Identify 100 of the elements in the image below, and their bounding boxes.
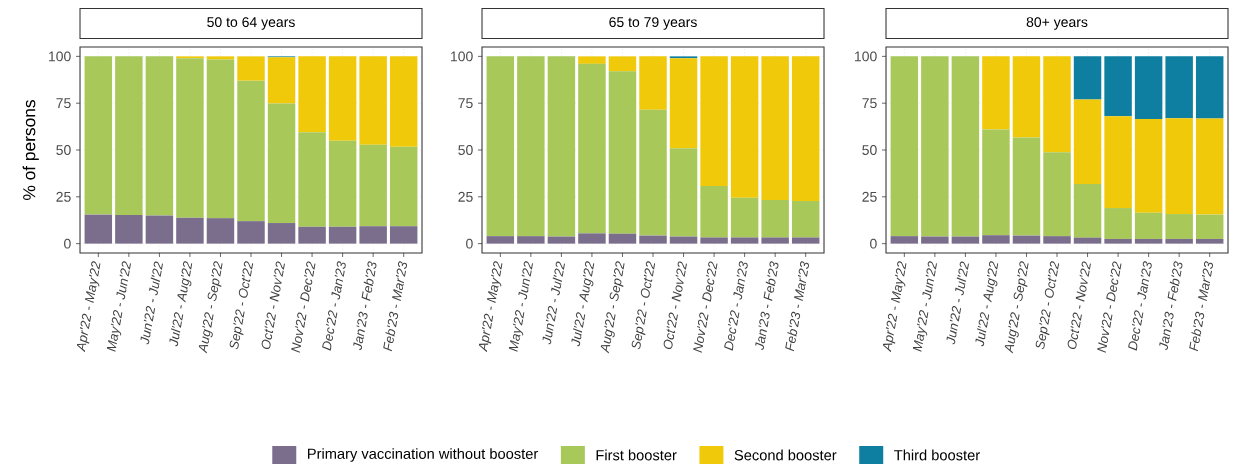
bar bbox=[486, 236, 515, 244]
x-tick-label: Apr'22 - May'22 bbox=[478, 261, 503, 353]
bar bbox=[608, 233, 637, 244]
bar bbox=[1195, 214, 1224, 239]
bar bbox=[359, 226, 387, 244]
bar bbox=[1165, 238, 1193, 244]
x-tick-label: Oct'22 - Nov'22 bbox=[1067, 261, 1091, 350]
legend-label: Third booster bbox=[894, 449, 980, 461]
bar bbox=[890, 236, 919, 244]
bar bbox=[1134, 56, 1163, 120]
x-tick-label: Nov'22 - Dec'22 bbox=[291, 261, 316, 353]
y-tick-label: 0 bbox=[64, 238, 71, 249]
x-tick-label: May'22 - Jun'22 bbox=[912, 261, 937, 352]
bar bbox=[237, 80, 265, 222]
bar bbox=[1104, 116, 1132, 209]
chart-title: 80+ years bbox=[1026, 17, 1088, 30]
x-tick-label: Feb'23 - Mar'23 bbox=[383, 261, 407, 352]
legend-label: Primary vaccination without booster bbox=[308, 448, 539, 462]
bar bbox=[1012, 56, 1041, 138]
bar bbox=[176, 217, 204, 244]
bar bbox=[84, 214, 113, 244]
bar bbox=[1165, 118, 1193, 215]
bar bbox=[791, 56, 820, 202]
y-tick-label: 100 bbox=[451, 51, 473, 62]
bar bbox=[1165, 56, 1193, 119]
bar bbox=[1012, 137, 1041, 236]
bar bbox=[1195, 238, 1224, 244]
bar bbox=[578, 63, 606, 234]
bar bbox=[982, 129, 1010, 236]
legend-label: First booster bbox=[596, 449, 677, 461]
bar bbox=[700, 56, 728, 186]
bar bbox=[176, 58, 204, 218]
bar bbox=[921, 56, 949, 237]
bar bbox=[578, 56, 606, 64]
x-tick-label: May'22 - Jun'22 bbox=[508, 261, 533, 352]
bar bbox=[791, 237, 820, 244]
bar bbox=[890, 56, 919, 237]
bar bbox=[237, 221, 265, 244]
bar bbox=[951, 56, 980, 237]
y-tick-label: 50 bbox=[56, 145, 71, 155]
bar bbox=[700, 185, 728, 238]
bar bbox=[359, 56, 387, 145]
y-tick-label: 100 bbox=[855, 51, 877, 62]
bar bbox=[1073, 237, 1102, 244]
bar bbox=[982, 235, 1010, 244]
bar bbox=[517, 236, 545, 244]
bar bbox=[145, 56, 174, 216]
chart-title: 50 to 64 years bbox=[207, 17, 295, 30]
bar bbox=[608, 71, 637, 234]
bar bbox=[328, 226, 357, 244]
x-tick-label: Jun'22 - Jul'22 bbox=[140, 261, 163, 345]
bar bbox=[639, 56, 667, 110]
bar bbox=[298, 56, 326, 133]
x-tick-label: Oct'22 - Nov'22 bbox=[261, 261, 285, 350]
bar bbox=[115, 214, 143, 244]
x-tick-label: Jul'22 - Aug'22 bbox=[975, 261, 999, 347]
y-tick-label: 25 bbox=[56, 191, 71, 202]
bar bbox=[761, 56, 789, 200]
bar bbox=[389, 146, 418, 227]
x-tick-label: Feb'23 - Mar'23 bbox=[785, 261, 809, 352]
bar bbox=[206, 218, 235, 244]
y-tick-label: 50 bbox=[458, 145, 473, 155]
bar bbox=[1012, 235, 1041, 244]
x-tick-label: Jun'22 - Jul'22 bbox=[542, 261, 565, 345]
x-tick-label: Aug'22 - Sep'22 bbox=[600, 261, 625, 354]
bar bbox=[115, 56, 143, 215]
bar bbox=[1134, 119, 1163, 213]
y-tick-label: 75 bbox=[862, 98, 877, 109]
x-tick-label: Jul'22 - Aug'22 bbox=[169, 261, 193, 347]
y-tick-label: 25 bbox=[458, 191, 473, 202]
bar bbox=[669, 236, 698, 244]
bar bbox=[237, 56, 265, 81]
bar bbox=[1195, 56, 1224, 119]
x-tick-label: Sep'22 - Oct'22 bbox=[229, 261, 254, 350]
y-tick-label: 75 bbox=[458, 98, 473, 109]
bar bbox=[578, 233, 606, 244]
legend-label: Second booster bbox=[734, 449, 837, 461]
x-tick-label: Jan'23 - Feb'23 bbox=[1159, 261, 1183, 351]
bar bbox=[730, 197, 759, 238]
bar bbox=[1134, 212, 1163, 239]
x-tick-label: Apr'22 - May'22 bbox=[76, 261, 101, 353]
bar bbox=[730, 56, 759, 198]
x-tick-label: Aug'22 - Sep'22 bbox=[1004, 261, 1029, 354]
y-tick-label: 0 bbox=[466, 238, 473, 249]
bar bbox=[1134, 238, 1163, 244]
bar bbox=[298, 132, 326, 227]
x-tick-label: Jan'23 - Feb'23 bbox=[353, 261, 377, 351]
bar bbox=[206, 59, 235, 219]
bar bbox=[608, 56, 637, 72]
bar bbox=[1104, 238, 1132, 244]
x-tick-label: Nov'22 - Dec'22 bbox=[693, 261, 718, 353]
x-tick-label: May'22 - Jun'22 bbox=[106, 261, 131, 352]
bar bbox=[1104, 56, 1132, 117]
bar bbox=[547, 236, 576, 244]
bar bbox=[206, 56, 235, 60]
y-tick-label: 100 bbox=[49, 51, 71, 62]
bar bbox=[298, 226, 326, 244]
bar bbox=[1073, 56, 1102, 100]
bar bbox=[486, 56, 515, 237]
bar bbox=[547, 56, 576, 237]
